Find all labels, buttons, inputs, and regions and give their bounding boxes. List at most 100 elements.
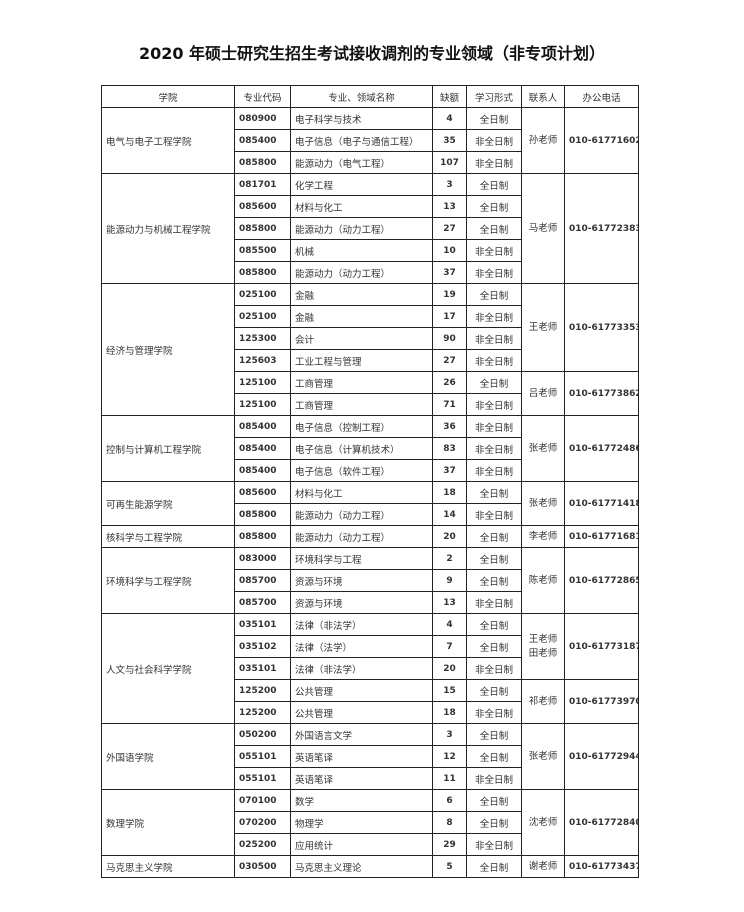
table-row: 035102 法律（法学） 7 全日制: [102, 635, 639, 658]
program-code: 085800: [234, 217, 291, 240]
program-code: 125300: [234, 327, 291, 350]
study-mode: 全日制: [466, 789, 522, 812]
table-row: 环境科学与工程学院 083000 环境科学与工程 2 全日制 陈老师 010-6177286…: [101, 547, 639, 614]
office-phone: 010-61772486: [564, 415, 639, 482]
program-name: 英语笔译: [290, 745, 433, 768]
contact-person: 张老师: [521, 415, 565, 482]
study-mode: 非全日制: [466, 701, 522, 724]
college-name: 可再生能源学院: [101, 481, 235, 526]
program-code: 085500: [234, 239, 291, 262]
program-name: 能源动力（动力工程）: [290, 261, 433, 284]
program-code: 080900: [234, 107, 291, 130]
program-code: 085400: [234, 437, 291, 460]
program-name: 电子科学与技术: [290, 107, 433, 130]
study-mode: 非全日制: [466, 503, 522, 526]
program-name: 能源动力（动力工程）: [290, 217, 433, 240]
program-code: 070100: [234, 789, 291, 812]
study-mode: 全日制: [466, 371, 522, 394]
study-mode: 非全日制: [466, 437, 522, 460]
contact-person: 孙老师: [521, 107, 565, 174]
program-name: 材料与化工: [290, 195, 433, 218]
program-name: 马克思主义理论: [290, 855, 433, 878]
program-name: 资源与环境: [290, 591, 433, 614]
program-code: 050200: [234, 723, 291, 746]
program-name: 应用统计: [290, 833, 433, 856]
office-phone: 010-61772840: [564, 789, 639, 856]
college-name: 人文与社会科学学院: [101, 613, 235, 724]
table-row: 可再生能源学院 085600 材料与化工 18 全日制 张老师 010-61771418: [101, 481, 639, 526]
study-mode: 全日制: [466, 481, 522, 504]
study-mode: 非全日制: [466, 415, 522, 438]
program-name: 外国语言文学: [290, 723, 433, 746]
program-code: 070200: [234, 811, 291, 834]
contact-person: 谢老师: [521, 855, 565, 878]
study-mode: 全日制: [466, 283, 522, 306]
college-name: 控制与计算机工程学院: [101, 415, 235, 482]
office-phone: 010-61771602: [564, 107, 639, 174]
study-mode: 非全日制: [466, 393, 522, 416]
table-row: 085400 电子信息（软件工程） 37 非全日制: [102, 459, 639, 482]
study-mode: 非全日制: [466, 129, 522, 152]
program-name: 公共管理: [290, 679, 433, 702]
vacancies: 7: [432, 635, 467, 658]
vacancies: 8: [432, 811, 467, 834]
program-code: 085700: [234, 591, 291, 614]
program-name: 资源与环境: [290, 569, 433, 592]
study-mode: 非全日制: [466, 349, 522, 372]
contact-person: 陈老师: [521, 547, 565, 614]
college-name: 马克思主义学院: [101, 855, 235, 878]
table-row: 025200 应用统计 29 非全日制: [102, 833, 639, 856]
vacancies: 4: [432, 107, 467, 130]
program-code: 085800: [234, 525, 291, 548]
study-mode: 全日制: [466, 635, 522, 658]
program-name: 法律（非法学）: [290, 657, 433, 680]
program-code: 085800: [234, 151, 291, 174]
vacancies: 18: [432, 481, 467, 504]
table-row: 085700 资源与环境 9 全日制: [102, 569, 639, 592]
vacancies: 36: [432, 415, 467, 438]
table-row: 能源动力与机械工程学院 081701 化学工程 3 全日制 马老师 010-61772383: [101, 173, 639, 284]
vacancies: 26: [432, 371, 467, 394]
contact-person: 马老师: [521, 173, 565, 284]
vacancies: 20: [432, 657, 467, 680]
table-row: 人文与社会科学学院 035101 法律（非法学） 4 全日制 王老师 田老师 010-617…: [101, 613, 639, 724]
study-mode: 全日制: [466, 679, 522, 702]
study-mode: 非全日制: [466, 261, 522, 284]
vacancies: 4: [432, 613, 467, 636]
program-name: 英语笔译: [290, 767, 433, 790]
program-name: 会计: [290, 327, 433, 350]
vacancies: 15: [432, 679, 467, 702]
header-row: 学院 专业代码 专业、领域名称 缺额 学习形式 联系人 办公电话: [101, 85, 639, 108]
table-row: 核科学与工程学院 085800 能源动力（动力工程） 20 全日制 李老师 010-6177…: [101, 525, 639, 548]
header-vacancies: 缺额: [432, 85, 467, 108]
study-mode: 全日制: [466, 569, 522, 592]
table-row: 085800 能源动力（动力工程） 37 非全日制: [102, 261, 639, 284]
vacancies: 37: [432, 459, 467, 482]
study-mode: 非全日制: [466, 767, 522, 790]
header-contact: 联系人: [521, 85, 565, 108]
college-name: 外国语学院: [101, 723, 235, 790]
program-code: 055101: [234, 745, 291, 768]
table-row: 电气与电子工程学院 080900 电子科学与技术 4 全日制 孙老师 010-6177160…: [101, 107, 639, 174]
contact-person: 李老师: [521, 525, 565, 548]
program-name: 电子信息（电子与通信工程）: [290, 129, 433, 152]
study-mode: 全日制: [466, 547, 522, 570]
vacancies: 3: [432, 173, 467, 196]
contact-person: 吕老师: [521, 371, 565, 416]
program-name: 金融: [290, 283, 433, 306]
vacancies: 29: [432, 833, 467, 856]
program-code: 085600: [234, 195, 291, 218]
study-mode: 全日制: [466, 525, 522, 548]
vacancies: 27: [432, 349, 467, 372]
program-code: 035101: [234, 657, 291, 680]
study-mode: 非全日制: [466, 591, 522, 614]
college-name: 经济与管理学院: [101, 283, 235, 416]
program-name: 工商管理: [290, 393, 433, 416]
program-code: 085400: [234, 459, 291, 482]
vacancies: 71: [432, 393, 467, 416]
vacancies: 12: [432, 745, 467, 768]
program-name: 公共管理: [290, 701, 433, 724]
program-code: 085800: [234, 503, 291, 526]
vacancies: 35: [432, 129, 467, 152]
contact-person: 王老师 田老师: [521, 613, 565, 680]
